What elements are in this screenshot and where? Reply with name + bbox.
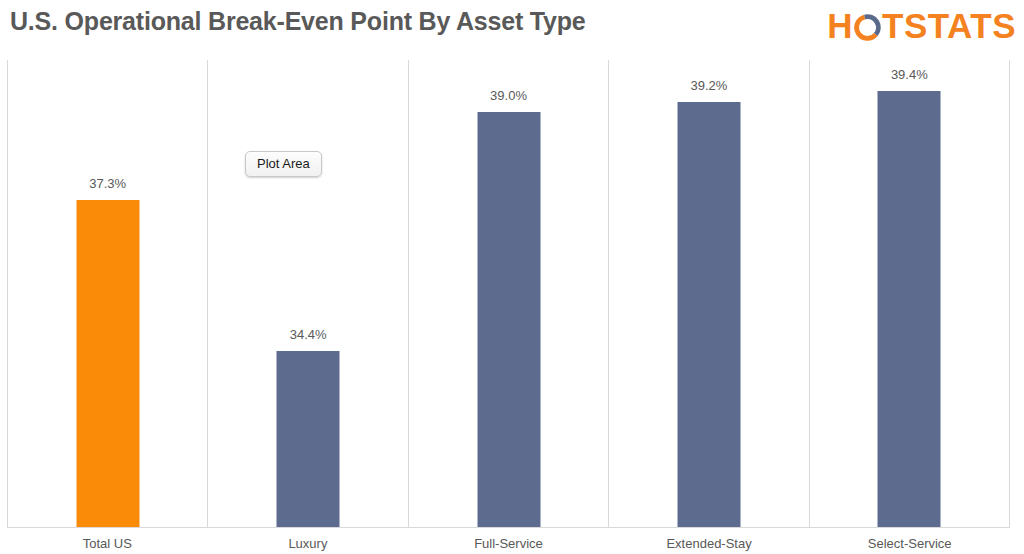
logo-ring-o-icon: [853, 11, 882, 42]
plot-panel-full-service: 39.0%: [408, 60, 608, 527]
plot-panel-select-service: 39.4%: [809, 60, 1009, 527]
plot-panel-extended-stay: 39.2%: [608, 60, 808, 527]
category-label-luxury: Luxury: [208, 530, 409, 554]
bar-extended-stay[interactable]: [677, 102, 740, 527]
category-label-select-service: Select-Service: [809, 530, 1010, 554]
category-label-total-us: Total US: [7, 530, 208, 554]
data-label-extended-stay: 39.2%: [609, 78, 808, 93]
x-axis-labels: Total USLuxuryFull-ServiceExtended-StayS…: [7, 530, 1010, 554]
hotstats-logo: H TSTATS: [827, 6, 1016, 46]
plot-panel-luxury: 34.4%: [207, 60, 407, 527]
category-label-extended-stay: Extended-Stay: [609, 530, 810, 554]
bar-luxury[interactable]: [277, 351, 340, 527]
bar-select-service[interactable]: [878, 91, 941, 527]
plot-panel-total-us: 37.3%: [8, 60, 207, 527]
data-label-total-us: 37.3%: [8, 176, 207, 191]
data-label-luxury: 34.4%: [208, 327, 407, 342]
logo-text-h: H: [827, 6, 853, 46]
bar-full-service[interactable]: [477, 112, 540, 527]
plot-area-tooltip: Plot Area: [245, 151, 322, 177]
category-label-full-service: Full-Service: [408, 530, 609, 554]
chart-title: U.S. Operational Break-Even Point By Ass…: [10, 7, 586, 36]
logo-text-tstats: TSTATS: [882, 6, 1016, 46]
data-label-select-service: 39.4%: [810, 67, 1009, 82]
bar-total-us[interactable]: [76, 200, 139, 527]
plot-area: 37.3% 34.4% 39.0%39.2%39.4%: [7, 60, 1010, 528]
data-label-full-service: 39.0%: [409, 88, 608, 103]
